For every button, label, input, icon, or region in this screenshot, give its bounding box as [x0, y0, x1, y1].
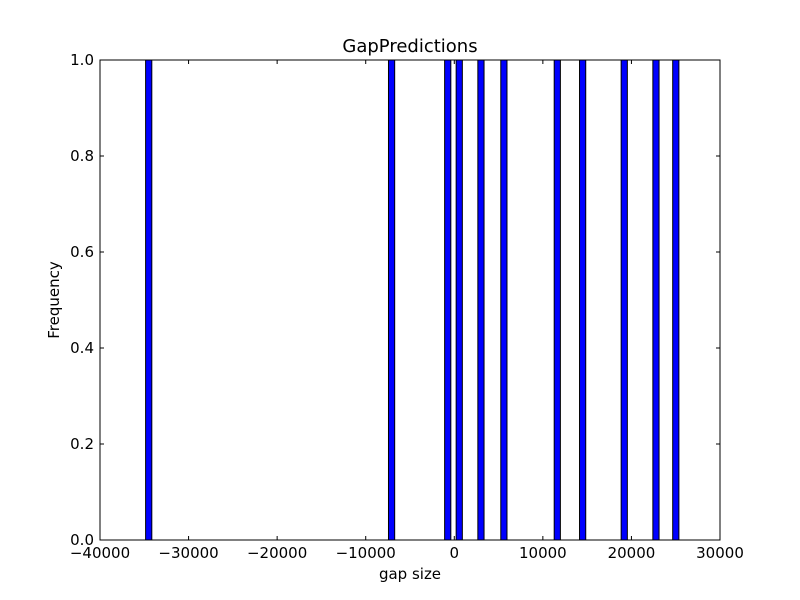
y-tick-label: 0.0 — [70, 531, 94, 549]
x-tick-label: 20000 — [608, 544, 656, 562]
histogram-bar — [145, 59, 153, 541]
histogram-bar — [620, 59, 628, 541]
labels-layer: −40000 −30000 −20000 −10000 0 10000 20000 30000… — [70, 51, 744, 562]
x-tick-label: −20000 — [247, 544, 307, 562]
y-tick-label: 0.6 — [70, 243, 94, 261]
x-tick-label: −40000 — [70, 544, 130, 562]
x-axis-label: gap size — [379, 565, 441, 583]
x-tick-label: 30000 — [696, 544, 744, 562]
histogram-bar — [477, 59, 485, 541]
chart-title: GapPredictions — [342, 36, 477, 57]
x-tick-label: 0 — [450, 544, 460, 562]
histogram-bar — [500, 59, 508, 541]
histogram-bar — [672, 59, 680, 541]
x-tick-label: 10000 — [519, 544, 567, 562]
histogram-bar — [652, 59, 660, 541]
histogram-bar — [387, 59, 396, 541]
histogram-bar — [444, 59, 452, 541]
y-tick-label: 0.2 — [70, 435, 94, 453]
y-tick-label: 0.8 — [70, 147, 94, 165]
histogram-bar — [455, 59, 463, 541]
y-tick-label: 0.4 — [70, 339, 94, 357]
histogram-bar — [579, 59, 587, 541]
histogram-bar — [553, 59, 561, 541]
x-tick-label: −30000 — [158, 544, 218, 562]
plot-frame — [99, 59, 721, 541]
y-axis-label: Frequency — [45, 261, 63, 339]
y-tick-label: 1.0 — [70, 51, 94, 69]
x-tick-label: −10000 — [336, 544, 396, 562]
